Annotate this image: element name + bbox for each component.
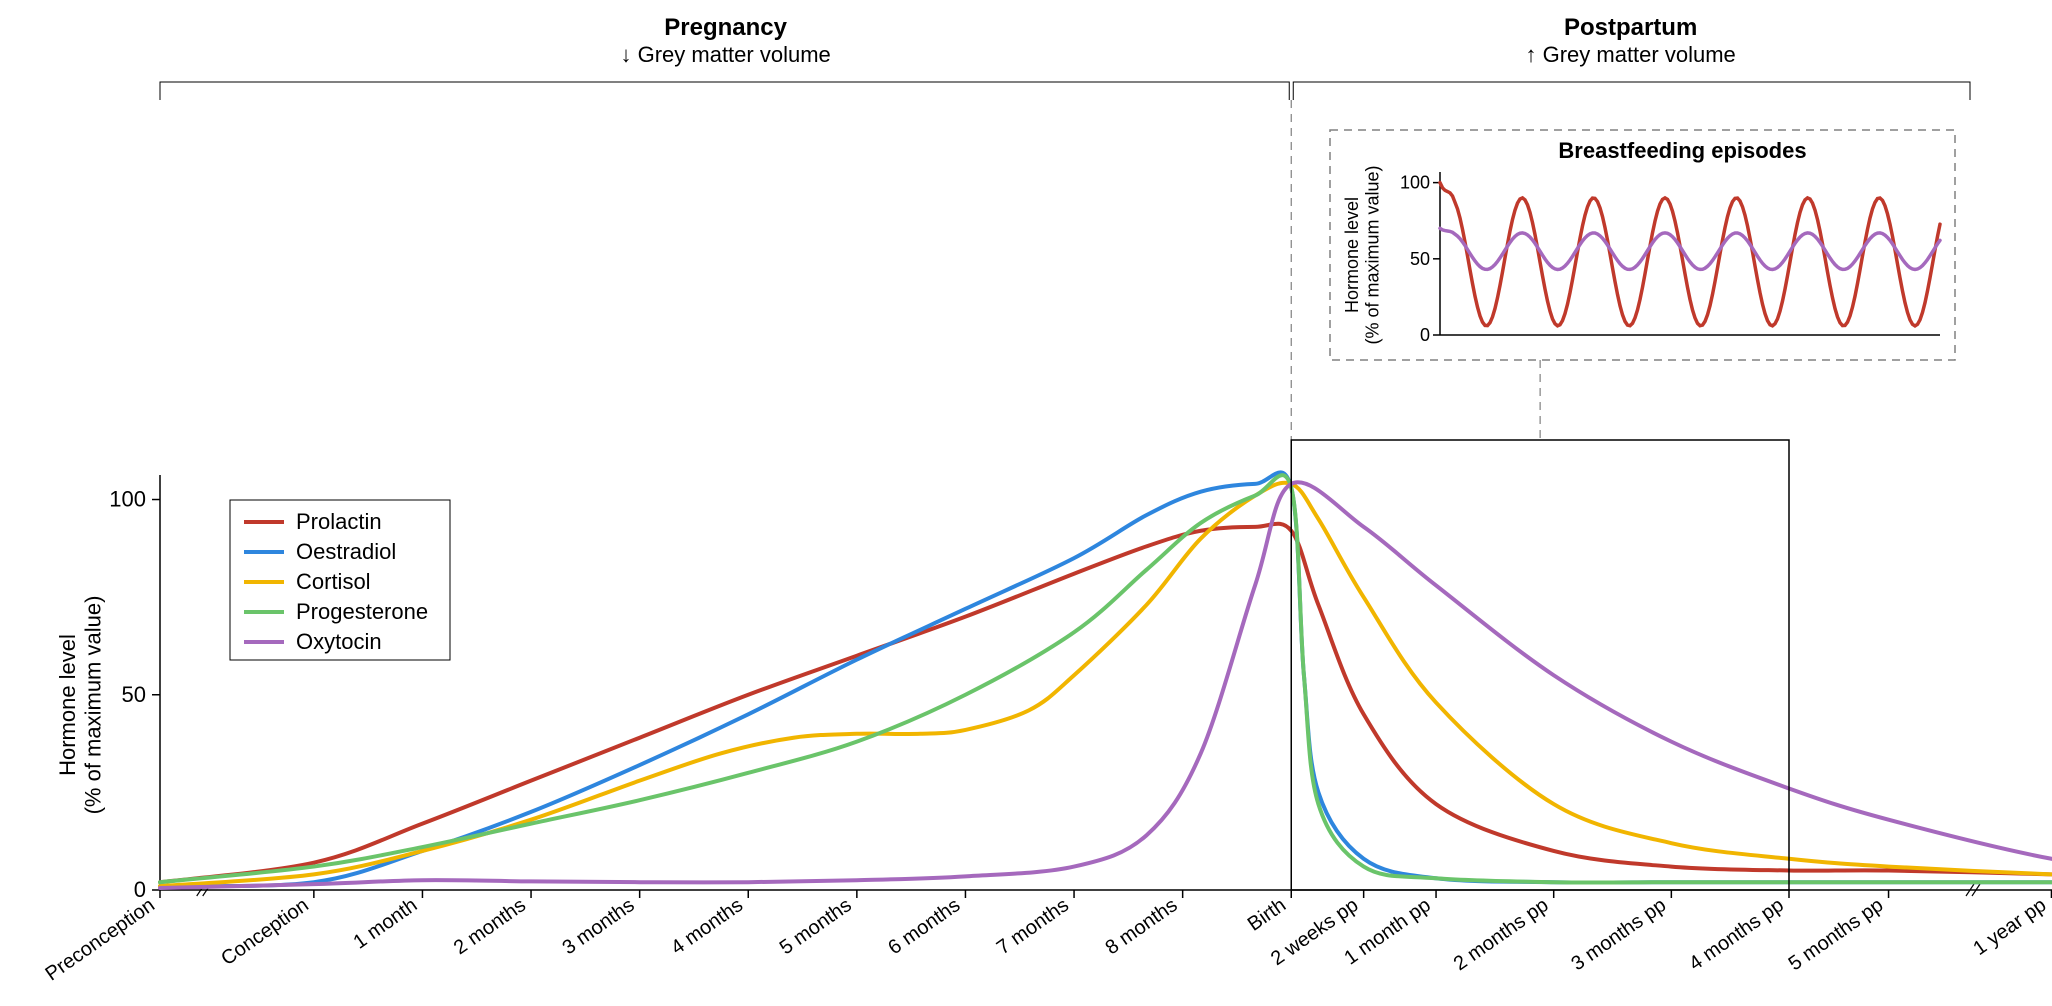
x-tick-label: 4 months bbox=[667, 894, 747, 959]
bracket-postpartum bbox=[1293, 82, 1970, 100]
header-postpartum-sub: ↑ Grey matter volume bbox=[1525, 42, 1735, 67]
x-tick-label: Birth bbox=[1244, 894, 1290, 936]
inset-y-tick-label: 50 bbox=[1410, 249, 1430, 269]
inset-y-tick-label: 100 bbox=[1400, 173, 1430, 193]
x-tick-label: Preconception bbox=[42, 894, 159, 985]
x-tick-label: Conception bbox=[217, 894, 313, 970]
y-tick-label: 100 bbox=[109, 487, 146, 512]
inset-title: Breastfeeding episodes bbox=[1558, 138, 1806, 163]
legend-label: Progesterone bbox=[296, 599, 428, 624]
header-pregnancy-title: Pregnancy bbox=[664, 14, 787, 41]
legend-label: Cortisol bbox=[296, 569, 371, 594]
x-tick-label: 8 months bbox=[1102, 894, 1182, 959]
y-axis-label: Hormone level(% of maximum value) bbox=[55, 596, 105, 815]
inset-y-tick-label: 0 bbox=[1420, 325, 1430, 345]
x-tick-label: 1 year pp bbox=[1969, 894, 2050, 960]
x-tick-label: 2 months bbox=[450, 894, 530, 959]
x-tick-label: 3 months bbox=[559, 894, 639, 959]
x-tick-label: 5 months bbox=[776, 894, 856, 959]
x-tick-label: 2 months pp bbox=[1450, 894, 1553, 975]
x-tick-label: 1 month bbox=[350, 894, 422, 953]
header-postpartum-title: Postpartum bbox=[1564, 14, 1697, 41]
bracket-pregnancy bbox=[160, 82, 1289, 100]
legend-label: Oestradiol bbox=[296, 539, 396, 564]
svg-text:Hormone level(% of maximum val: Hormone level(% of maximum value) bbox=[55, 596, 105, 815]
x-tick-label: 7 months bbox=[993, 894, 1073, 959]
x-tick-label: 6 months bbox=[884, 894, 964, 959]
legend-label: Prolactin bbox=[296, 509, 382, 534]
x-tick-label: 5 months pp bbox=[1785, 894, 1888, 975]
x-tick-label: 3 months pp bbox=[1567, 894, 1670, 975]
y-tick-label: 50 bbox=[122, 682, 146, 707]
header-pregnancy-sub: ↓ Grey matter volume bbox=[620, 42, 830, 67]
x-tick-label: 4 months pp bbox=[1685, 894, 1788, 975]
legend-label: Oxytocin bbox=[296, 629, 382, 654]
